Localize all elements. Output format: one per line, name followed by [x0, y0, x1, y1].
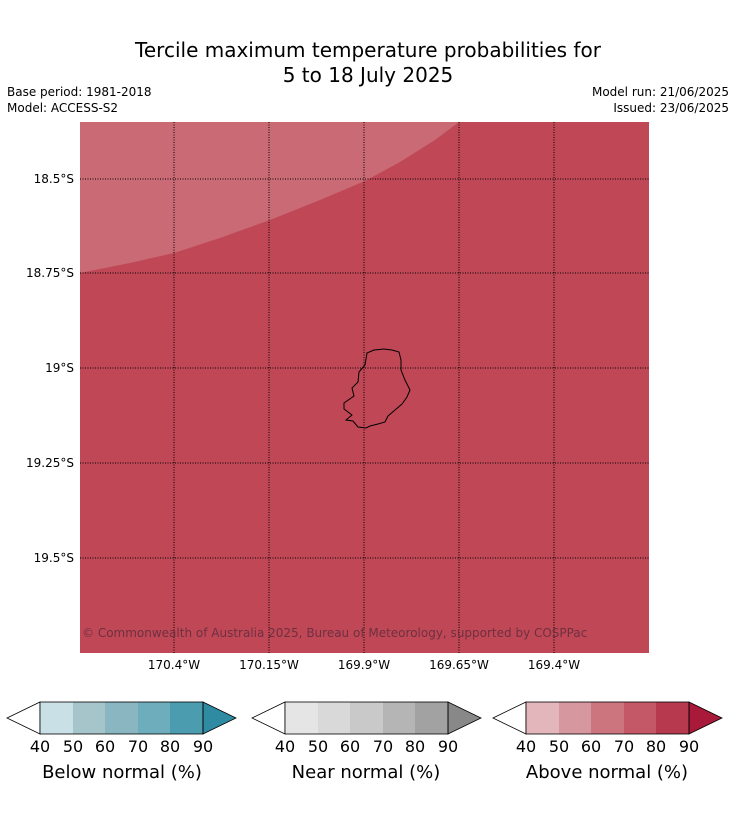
lon-label: 169.4°W [527, 658, 581, 672]
tick-label: 40 [274, 737, 296, 756]
colorbar-swatch [526, 702, 559, 734]
map-panel [80, 122, 649, 653]
tick-label: 50 [62, 737, 84, 756]
colorbar-swatch [383, 702, 415, 734]
tick-label: 60 [580, 737, 602, 756]
tick-label: 50 [548, 737, 570, 756]
tick-label: 70 [613, 737, 635, 756]
tick-label: 60 [94, 737, 116, 756]
below-normal-legend-title: Below normal (%) [42, 762, 202, 783]
issued-date: Issued: 23/06/2025 [613, 101, 729, 115]
graticule [80, 122, 649, 653]
colorbar-swatch [170, 702, 203, 734]
lat-label: 19.25°S [26, 456, 74, 470]
meta-right: Model run: 21/06/2025 Issued: 23/06/2025 [592, 84, 729, 116]
colorbar-swatch [591, 702, 624, 734]
near-normal-colorbar [251, 701, 482, 735]
copyright-credit: © Commonwealth of Australia 2025, Bureau… [82, 626, 588, 640]
colorbar-swatch [624, 702, 656, 734]
lat-label: 18.5°S [33, 172, 74, 186]
lat-label: 19.5°S [33, 551, 74, 565]
title-line-1: Tercile maximum temperature probabilitie… [135, 38, 601, 62]
lon-label: 169.9°W [337, 658, 391, 672]
lon-label: 169.65°W [429, 658, 489, 672]
colorbar-swatch [105, 702, 138, 734]
tick-label: 90 [437, 737, 459, 756]
near-normal-legend-title: Near normal (%) [291, 762, 441, 783]
niue-island-outline [343, 348, 411, 429]
tick-label: 40 [29, 737, 51, 756]
colorbar-swatch [73, 702, 105, 734]
lon-label: 170.4°W [147, 658, 201, 672]
tick-label: 80 [645, 737, 667, 756]
colorbar-swatch [40, 702, 73, 734]
colorbar-swatch [448, 702, 481, 734]
colorbar-swatch [656, 702, 689, 734]
below-normal-colorbar [6, 701, 237, 735]
model-run: Model run: 21/06/2025 [591, 85, 729, 99]
meta-left: Base period: 1981-2018 Model: ACCESS-S2 [7, 84, 152, 116]
tick-label: 80 [159, 737, 181, 756]
colorbar-swatch [285, 702, 318, 734]
tick-label: 70 [372, 737, 394, 756]
tick-label: 80 [404, 737, 426, 756]
tick-label: 90 [678, 737, 700, 756]
colorbar-swatch [559, 702, 591, 734]
colorbar-swatch [203, 702, 236, 734]
tick-label: 40 [515, 737, 537, 756]
base-period: Base period: 1981-2018 [7, 85, 152, 99]
tick-label: 60 [339, 737, 361, 756]
colorbar-swatch [415, 702, 448, 734]
colorbar-swatch [318, 702, 350, 734]
map-title: Tercile maximum temperature probabilitie… [0, 38, 736, 88]
lon-label: 170.15°W [239, 658, 299, 672]
lat-label: 18.75°S [26, 266, 74, 280]
above-normal-colorbar [492, 701, 723, 735]
colorbar-swatch [350, 702, 383, 734]
model-name: Model: ACCESS-S2 [7, 101, 119, 115]
colorbar-swatch [689, 702, 722, 734]
above-normal-legend-title: Above normal (%) [525, 762, 689, 783]
tick-label: 50 [307, 737, 329, 756]
tick-label: 70 [127, 737, 149, 756]
title-line-2: 5 to 18 July 2025 [282, 63, 454, 87]
colorbar-swatch [138, 702, 170, 734]
tick-label: 90 [192, 737, 214, 756]
lat-label: 19°S [45, 361, 74, 375]
